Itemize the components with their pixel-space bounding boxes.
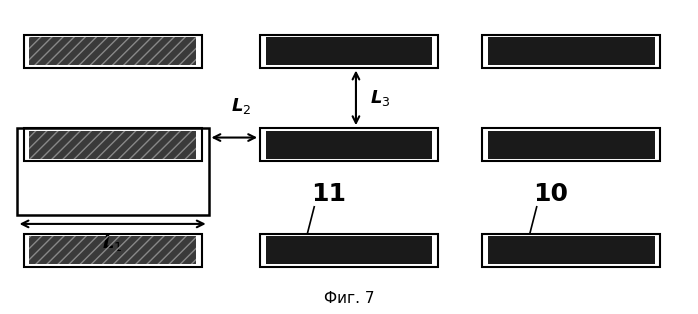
Bar [24, 35, 202, 68]
Text: L$_3$: L$_3$ [370, 88, 390, 108]
Bar [265, 131, 433, 159]
Text: 10: 10 [533, 182, 568, 206]
Bar [482, 128, 660, 161]
Text: L$_2$: L$_2$ [231, 96, 251, 116]
Text: Фиг. 7: Фиг. 7 [324, 291, 374, 306]
Bar [482, 234, 660, 267]
Bar [265, 37, 433, 65]
Bar [488, 37, 655, 65]
Bar [265, 236, 433, 264]
Bar [29, 131, 196, 159]
Bar [24, 234, 202, 267]
Bar [482, 35, 660, 68]
Text: 11: 11 [311, 182, 346, 206]
Bar [488, 131, 655, 159]
Bar [29, 236, 196, 264]
Bar [29, 37, 196, 65]
Bar [260, 128, 438, 161]
Bar [29, 37, 196, 65]
Bar [260, 234, 438, 267]
Bar [29, 236, 196, 264]
Bar [260, 35, 438, 68]
Bar [17, 128, 209, 214]
Text: L$_1$: L$_1$ [103, 233, 123, 253]
Bar [488, 236, 655, 264]
Bar [24, 128, 202, 161]
Bar [29, 131, 196, 159]
